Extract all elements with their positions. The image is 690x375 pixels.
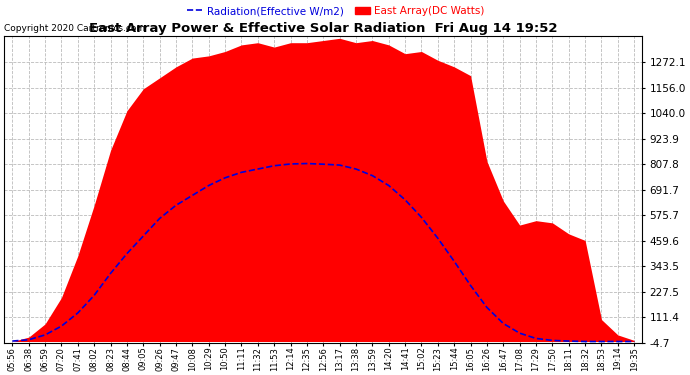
Legend: Radiation(Effective W/m2), East Array(DC Watts): Radiation(Effective W/m2), East Array(DC… (184, 2, 489, 20)
Text: Copyright 2020 Cartronics.com: Copyright 2020 Cartronics.com (4, 24, 146, 33)
Title: East Array Power & Effective Solar Radiation  Fri Aug 14 19:52: East Array Power & Effective Solar Radia… (89, 22, 558, 35)
